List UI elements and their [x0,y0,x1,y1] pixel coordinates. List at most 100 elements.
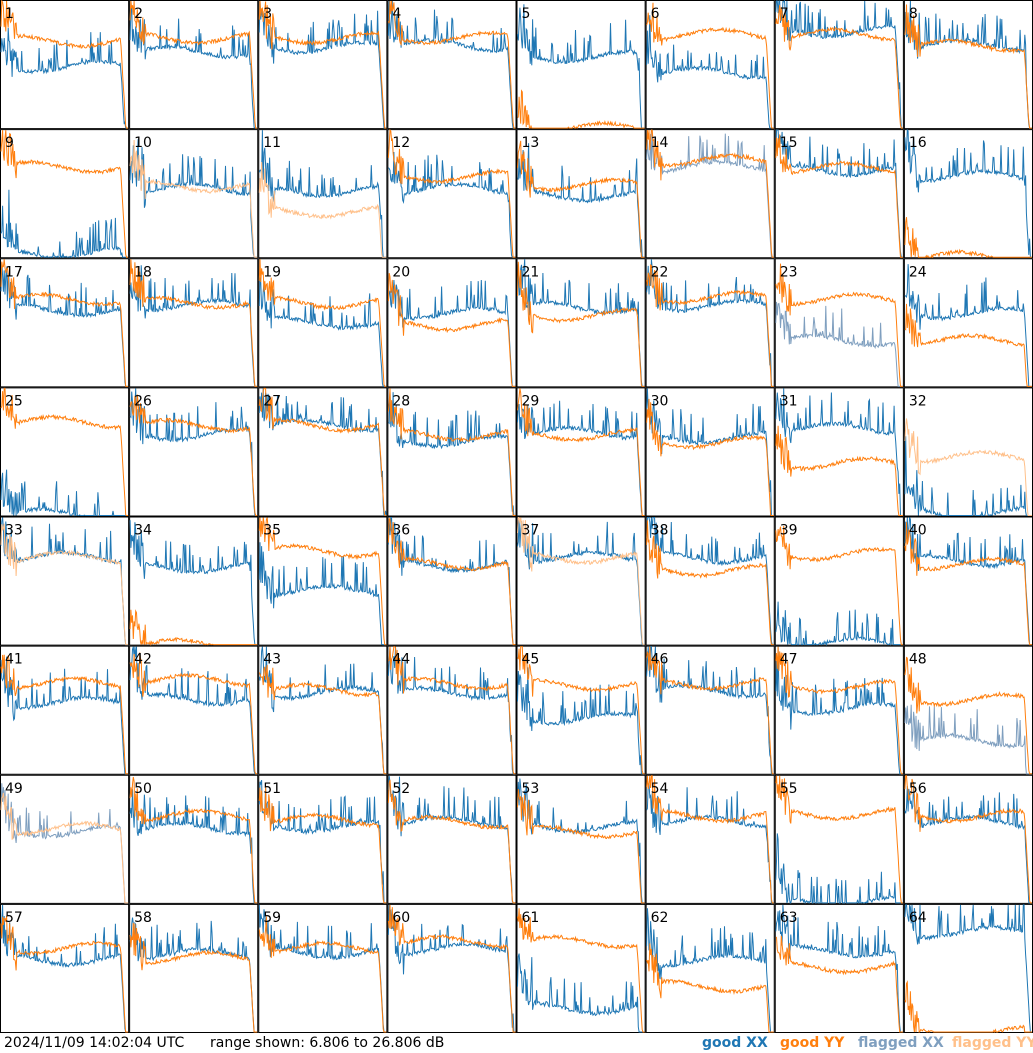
panel-36-xx-line [387,517,516,646]
panel-2-xx-line [129,6,258,129]
panel-18: 18 [129,258,259,388]
panel-label: 5 [522,6,531,22]
panel-54: 54 [645,774,775,904]
panel-label: 60 [392,910,410,926]
panel-57-yy-line [0,915,129,1033]
panel-46: 46 [645,645,775,775]
panel-17-yy-line [0,259,129,387]
panel-47-yy-line [775,646,903,775]
panel-12-xx-line [388,151,516,258]
panel-10-xx-line [129,139,258,258]
panel-label: 56 [909,781,927,797]
panel-label: 30 [651,393,669,409]
panel-20-xx-line [387,279,516,387]
panel-frame [645,516,775,646]
panel-14-xx-line [646,130,774,258]
panel-21-yy-line [517,261,645,387]
panel-55: 55 [774,774,904,905]
panel-frame [258,387,388,517]
legend-good-xx: good XX [702,1035,768,1051]
panel-57-xx-line [0,904,129,1033]
panel-label: 28 [392,393,410,409]
panel-13-yy-line [517,140,645,258]
panel-label: 55 [780,781,798,797]
panel-6: 6 [645,0,775,130]
panel-42-xx-line [129,646,258,775]
panel-frame [258,903,388,1033]
panel-5-xx-line [517,4,645,129]
panel-frame [387,645,517,775]
panel-46-yy-line [646,646,774,775]
panel-4: 4 [387,0,517,130]
panel-35-xx-line [258,542,387,646]
panel-15-yy-line [775,134,903,258]
panel-4-yy-line [387,0,516,129]
panel-frame [387,903,517,1033]
panel-frame [516,774,646,904]
panel-label: 16 [909,135,927,151]
panel-label: 41 [5,652,23,668]
panel-24-xx-line [904,264,1032,387]
panel-34-xx-line [129,520,258,646]
panel-55-xx-line [775,833,903,905]
panel-13-xx-line [517,143,645,258]
panel-47: 47 [774,645,904,775]
range-shown: range shown: 6.806 to 26.806 dB [210,1035,445,1051]
panel-44-xx-line [387,646,516,775]
panel-label: 26 [134,393,152,409]
panel-label: 15 [780,135,798,151]
panel-63-xx-line [775,904,903,1033]
panel-48-yy-line [904,656,1032,775]
panel-21: 21 [516,258,646,388]
panel-19-yy-line [258,259,387,387]
panel-51-xx-line [258,779,387,904]
panel-54-xx-line [646,782,774,904]
panel-26-xx-line [129,388,258,516]
panel-37-xx-line [517,519,645,646]
panel-frame [774,129,904,259]
panel-label: 8 [909,6,918,22]
panel-frame [645,645,775,775]
panel-62: 62 [645,903,775,1033]
panel-30-yy-line [646,398,774,516]
panel-52: 52 [387,774,517,904]
panel-45-xx-line [517,667,645,775]
panel-frame [129,0,259,130]
panel-11-yy-line [258,161,387,258]
panel-1-xx-line [0,27,129,129]
panel-label: 2 [134,6,143,22]
panel-33-xx-line [0,517,129,646]
panel-63-yy-line [775,935,903,1033]
panel-label: 13 [522,135,540,151]
panel-label: 33 [5,523,23,539]
panel-47-xx-line [775,646,903,775]
panel-38-yy-line [646,520,774,646]
panel-6-yy-line [646,2,774,129]
panel-42-yy-line [129,652,258,775]
panel-32-xx-line [904,436,1032,517]
panel-44-yy-line [388,646,516,775]
panel-2-yy-line [129,0,258,129]
panel-51-yy-line [258,787,387,904]
panel-39-xx-line [775,601,903,647]
panel-61-yy-line [517,908,645,1033]
panel-frame [258,645,388,775]
panel-9-xx-line [0,189,129,259]
panel-43-xx-line [258,646,387,775]
panel-38-xx-line [646,517,774,646]
panel-label: 24 [909,264,927,280]
panel-frame [0,387,130,517]
panel-23-xx-line [775,301,903,387]
panel-label: 4 [392,6,401,22]
panel-6-xx-line [646,15,774,129]
panel-50: 50 [129,774,259,904]
panel-34: 34 [129,516,259,647]
panel-label: 14 [651,135,669,151]
panel-19: 19 [258,258,388,388]
panel-45-yy-line [517,646,645,775]
panel-43-yy-line [258,665,387,775]
panel-52-yy-line [387,779,516,904]
panel-41-xx-line [0,656,129,775]
panel-label: 7 [780,6,789,22]
